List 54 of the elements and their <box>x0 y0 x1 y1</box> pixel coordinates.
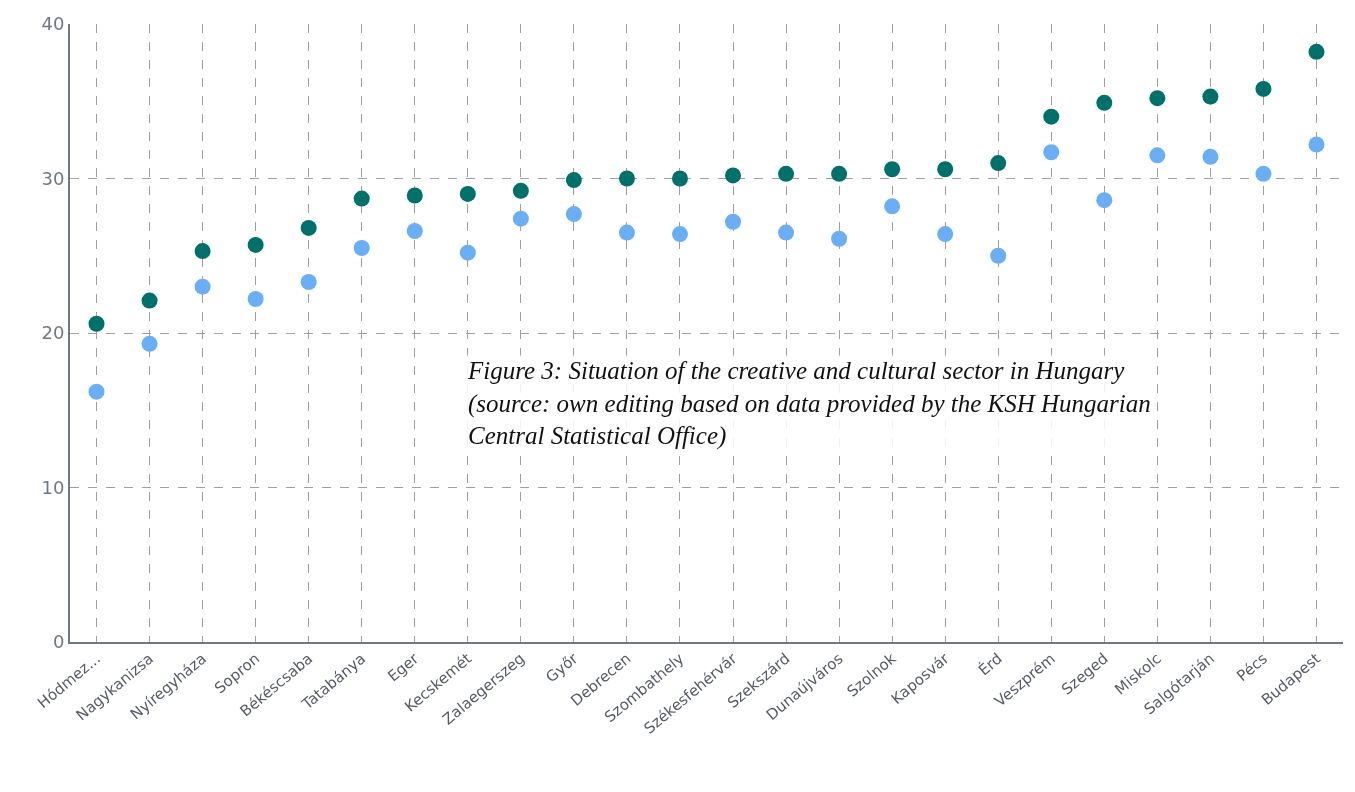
point <box>565 172 582 189</box>
point <box>1202 148 1219 165</box>
point <box>831 230 848 247</box>
y-tick-label: 20 <box>41 322 65 344</box>
point <box>406 187 423 204</box>
point <box>990 155 1007 172</box>
y-tick-label: 0 <box>52 631 65 653</box>
y-tick-label: 40 <box>41 13 65 35</box>
point <box>1202 88 1219 105</box>
point <box>194 278 211 295</box>
point <box>1308 43 1325 60</box>
point <box>1096 94 1113 111</box>
point <box>565 206 582 223</box>
point <box>990 247 1007 264</box>
point <box>300 219 317 236</box>
point <box>725 167 742 184</box>
y-tick-label: 10 <box>41 476 65 498</box>
point <box>353 190 370 207</box>
point <box>88 315 105 332</box>
point <box>778 224 795 241</box>
point <box>353 240 370 257</box>
y-tick-label: 30 <box>41 167 65 189</box>
point <box>884 198 901 215</box>
point <box>831 165 848 182</box>
point <box>1255 80 1272 97</box>
point <box>671 170 688 187</box>
point <box>937 161 954 178</box>
point <box>778 165 795 182</box>
point <box>512 210 529 227</box>
point <box>671 226 688 243</box>
point <box>1149 90 1166 107</box>
point <box>725 213 742 230</box>
point <box>512 182 529 199</box>
point <box>247 291 264 307</box>
point <box>141 335 158 352</box>
point <box>1043 108 1060 125</box>
point <box>459 185 476 202</box>
point <box>459 244 476 261</box>
point <box>194 243 211 260</box>
point <box>937 226 954 243</box>
point <box>618 170 635 187</box>
point <box>618 224 635 241</box>
point <box>247 236 264 253</box>
point <box>88 383 105 400</box>
point <box>1043 144 1060 161</box>
point <box>300 274 317 291</box>
point <box>141 292 158 309</box>
point <box>1149 147 1166 164</box>
annotation: Figure 3: Situation of the creative and cultural sector in Hungary (source: own editing based on data provided by the KSH Hungarian Central Statistical Office) <box>467 357 1151 450</box>
point <box>406 223 423 240</box>
point <box>1096 192 1113 209</box>
point <box>884 161 901 178</box>
point <box>1308 136 1325 153</box>
point <box>1255 165 1272 182</box>
